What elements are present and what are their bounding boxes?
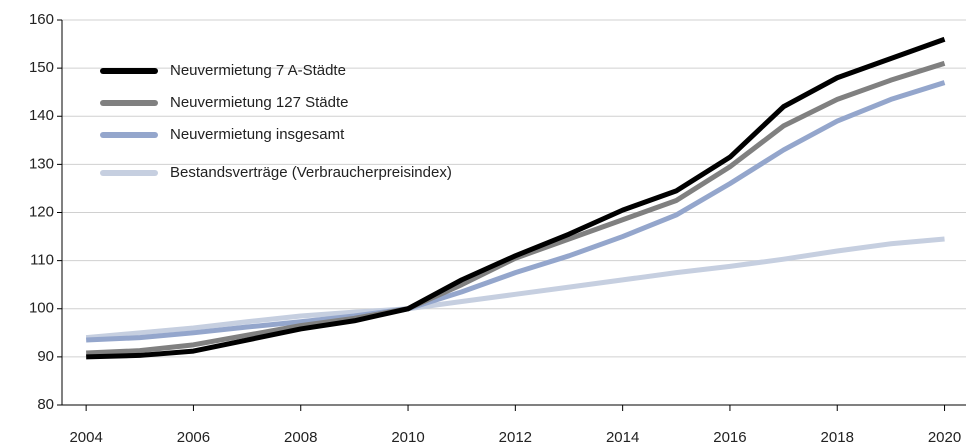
y-tick-label: 80 [37, 396, 54, 413]
y-tick-label: 120 [29, 203, 54, 220]
x-tick-label: 2010 [391, 429, 424, 446]
legend-label: Neuvermietung 127 Städte [170, 94, 348, 111]
y-tick-label: 130 [29, 155, 54, 172]
legend-label: Neuvermietung 7 A-Städte [170, 62, 346, 79]
x-tick-label: 2012 [499, 429, 532, 446]
series-line [85, 236, 945, 341]
x-tick-label: 2006 [177, 429, 210, 446]
y-tick-label: 160 [29, 11, 54, 28]
y-tick-label: 140 [29, 107, 54, 124]
x-tick-label: 2008 [284, 429, 317, 446]
x-tick-label: 2018 [821, 429, 854, 446]
x-tick-label: 2004 [69, 429, 102, 446]
x-tick-label: 2014 [606, 429, 639, 446]
y-tick-label: 110 [30, 252, 54, 269]
y-tick-label: 100 [29, 300, 54, 317]
series-line [86, 80, 946, 343]
x-tick-label: 2020 [928, 429, 961, 446]
legend-label: Neuvermietung insgesamt [170, 126, 345, 143]
series-line [86, 36, 946, 360]
x-tick-label: 2016 [713, 429, 746, 446]
y-tick-label: 150 [29, 59, 54, 76]
y-tick-label: 90 [37, 348, 54, 365]
legend-label: Bestandsverträge (Verbraucherpreisindex) [170, 164, 452, 181]
